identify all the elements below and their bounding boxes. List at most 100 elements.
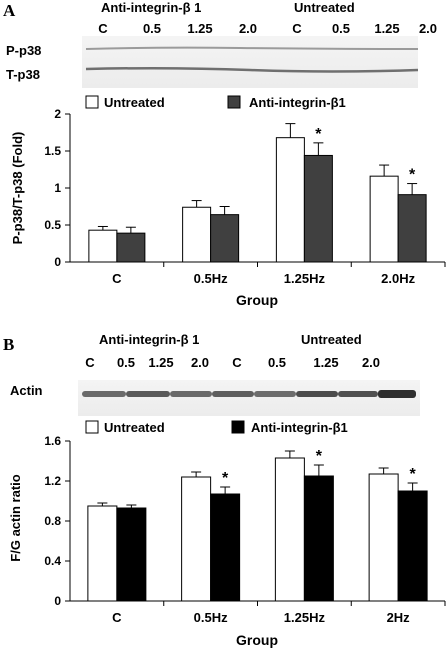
bar-anti-integrin (303, 154, 333, 263)
legend-swatch-untreated (85, 95, 99, 109)
y-tick-label: 0 (54, 255, 61, 269)
blot-group-label-untreated: Untreated (301, 332, 362, 347)
significance-marker: * (410, 466, 417, 483)
y-tick-label: 1 (54, 181, 61, 195)
blot-group-label-treated: Anti-integrin-β 1 (99, 332, 199, 347)
western-blot-b: Anti-integrin-β 1 Untreated C 0.5 1.25 2.0 C… (10, 332, 420, 416)
bar-chart-p38: Untreated Anti-integrin-β1 P-p38/T-p38 (… (10, 95, 446, 308)
x-tick-label: 1.25Hz (284, 610, 326, 625)
significance-marker: * (316, 448, 323, 465)
blot-lane-label: 0.5 (332, 21, 350, 36)
bar-chart-actin: Untreated Anti-integrin-β1 F/G actin rat… (8, 420, 446, 648)
blot-lane-label: 0.5 (143, 21, 161, 36)
y-tick-label: 1.2 (44, 474, 61, 488)
legend-label-treated: Anti-integrin-β1 (249, 95, 346, 110)
significance-marker: * (409, 167, 416, 184)
bar-untreated (368, 473, 399, 602)
legend-label-untreated: Untreated (104, 95, 165, 110)
y-tick-label: 0.8 (44, 514, 61, 528)
blot-lane-label: 1.25 (187, 21, 212, 36)
y-axis-title: P-p38/T-p38 (Fold) (10, 132, 25, 245)
y-tick-label: 1.6 (44, 434, 61, 448)
blot-band (85, 46, 419, 50)
y-axis-title: F/G actin ratio (8, 474, 23, 561)
blot-band (170, 391, 212, 397)
legend-a: Untreated Anti-integrin-β1 (85, 95, 346, 110)
legend-label-untreated: Untreated (104, 420, 165, 435)
blot-lane-label: 0.5 (268, 355, 286, 370)
bar-untreated (275, 137, 305, 263)
legend-swatch-untreated (85, 420, 99, 434)
bar-untreated (274, 457, 305, 602)
blot-band (82, 391, 126, 397)
blot-lane-label: 2.0 (239, 21, 257, 36)
bar-anti-integrin (397, 490, 428, 602)
x-axis-title: Group (236, 292, 278, 308)
blot-row-label-total: T-p38 (6, 67, 40, 82)
blot-lane-label: C (292, 21, 302, 36)
bar-untreated (369, 175, 399, 263)
blot-band (338, 391, 378, 397)
blot-band-row-total (85, 66, 419, 73)
panel-letter-b: B (3, 335, 14, 354)
significance-marker: * (315, 126, 322, 143)
legend-swatch-treated (231, 420, 245, 434)
panel-a: A Anti-integrin-β 1 Untreated C 0.5 1.25 2.… (3, 0, 446, 648)
x-tick-label: 2.0Hz (381, 271, 415, 286)
blot-band (378, 390, 416, 398)
blot-lane-labels: C 0.5 1.25 2.0 C 0.5 1.25 2.0 (85, 355, 380, 370)
bar-anti-integrin (116, 232, 146, 263)
blot-band-row-actin (82, 390, 416, 398)
bar-anti-integrin (303, 475, 334, 602)
significance-marker: * (222, 470, 229, 487)
y-tick-label: 0.5 (44, 218, 61, 232)
blot-lane-label: C (98, 21, 108, 36)
blot-band (126, 391, 170, 397)
blot-band (85, 66, 419, 73)
bar-untreated (181, 476, 212, 602)
blot-band (296, 391, 338, 397)
blot-lane-label: 1.25 (148, 355, 173, 370)
blot-group-label-treated: Anti-integrin-β 1 (101, 0, 201, 15)
legend-b: Untreated Anti-integrin-β1 (85, 420, 348, 435)
bar-anti-integrin (210, 214, 240, 263)
panel-letter-a: A (3, 1, 16, 20)
bar-untreated (182, 206, 212, 263)
x-tick-label: 0.5Hz (194, 271, 228, 286)
x-tick-label: 0.5Hz (194, 610, 228, 625)
blot-lane-label: 2.0 (362, 355, 380, 370)
bar-anti-integrin (210, 493, 241, 602)
y-tick-label: 0 (54, 594, 61, 608)
x-tick-label: C (112, 271, 122, 286)
x-tick-label: C (112, 610, 122, 625)
blot-band (254, 391, 296, 397)
blot-band-row-phospho (85, 46, 419, 50)
blot-lane-label: 0.5 (117, 355, 135, 370)
bar-anti-integrin (116, 507, 147, 602)
panel-b: B Anti-integrin-β 1 Untreated C 0.5 1.25 2.… (3, 332, 446, 648)
blot-lane-labels: C 0.5 1.25 2.0 C 0.5 1.25 2.0 (98, 21, 437, 36)
blot-lane-label: 2.0 (191, 355, 209, 370)
y-tick-label: 0.4 (44, 554, 61, 568)
blot-row-label-actin: Actin (10, 383, 43, 398)
blot-group-label-untreated: Untreated (294, 0, 355, 15)
bar-untreated (88, 229, 118, 263)
x-tick-label: 1.25Hz (284, 271, 326, 286)
western-blot-a: Anti-integrin-β 1 Untreated C 0.5 1.25 2.0 C… (6, 0, 437, 88)
blot-membrane (78, 380, 420, 416)
blot-membrane (82, 36, 418, 88)
blot-lane-label: 1.25 (313, 355, 338, 370)
blot-lane-label: 2.0 (419, 21, 437, 36)
x-tick-label: 2Hz (387, 610, 411, 625)
y-tick-label: 2 (54, 107, 61, 121)
y-tick-label: 1.5 (44, 144, 61, 158)
x-axis-title: Group (236, 632, 278, 648)
blot-lane-label: 1.25 (374, 21, 399, 36)
blot-lane-label: C (232, 355, 242, 370)
legend-label-treated: Anti-integrin-β1 (251, 420, 348, 435)
legend-swatch-treated (227, 95, 241, 109)
bar-anti-integrin (397, 194, 427, 263)
blot-lane-label: C (85, 355, 95, 370)
bar-untreated (87, 505, 118, 602)
